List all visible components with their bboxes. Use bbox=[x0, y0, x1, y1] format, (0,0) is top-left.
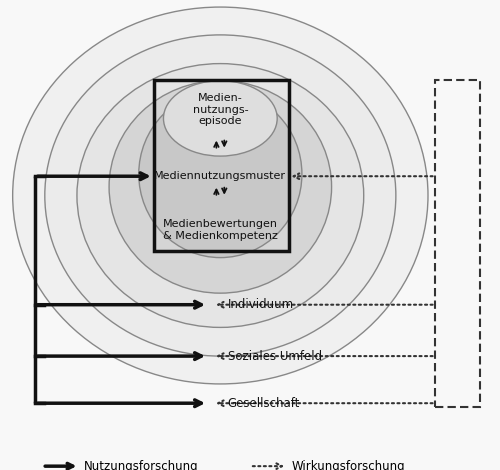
Bar bbox=[436, 80, 480, 407]
Text: Mediennutzungsmuster: Mediennutzungsmuster bbox=[154, 171, 286, 181]
Text: Wirkungsforschung: Wirkungsforschung bbox=[292, 460, 406, 470]
Bar bbox=[154, 80, 288, 251]
Text: Medienbewertungen
& Medienkompetenz: Medienbewertungen & Medienkompetenz bbox=[163, 219, 278, 241]
Bar bbox=[28, 453, 472, 470]
Text: Gesellschaft: Gesellschaft bbox=[228, 397, 300, 410]
Text: Nutzungsforschung: Nutzungsforschung bbox=[84, 460, 199, 470]
Ellipse shape bbox=[77, 63, 364, 328]
Text: Soziales Umfeld: Soziales Umfeld bbox=[228, 350, 322, 362]
Ellipse shape bbox=[45, 35, 396, 356]
Text: Individuum: Individuum bbox=[228, 298, 294, 311]
Ellipse shape bbox=[139, 91, 302, 258]
Text: Medien-
nutzungs-
episode: Medien- nutzungs- episode bbox=[192, 93, 248, 126]
Ellipse shape bbox=[109, 81, 332, 293]
Ellipse shape bbox=[164, 81, 277, 156]
Ellipse shape bbox=[12, 7, 428, 384]
